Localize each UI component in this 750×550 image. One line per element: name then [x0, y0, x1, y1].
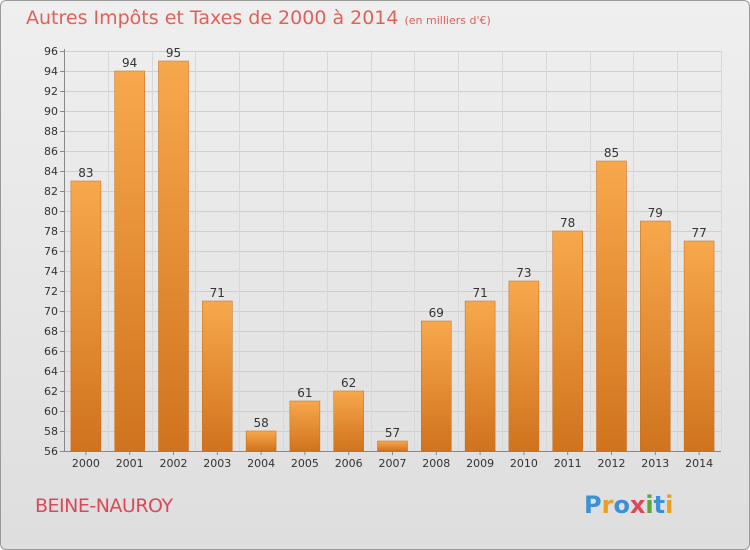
proxiti-logo: Proxiti — [584, 491, 673, 519]
x-tick-label: 2004 — [247, 457, 275, 470]
bar-value-label: 79 — [648, 206, 663, 220]
axes — [60, 49, 721, 455]
y-tick-label: 86 — [44, 145, 58, 158]
bar — [70, 180, 102, 452]
bar — [245, 430, 277, 452]
bar-value-label: 78 — [560, 216, 575, 230]
bar-value-label: 62 — [341, 376, 356, 390]
y-tick-label: 84 — [44, 165, 58, 178]
logo-letter: x — [629, 491, 646, 519]
bar — [377, 440, 408, 452]
x-tick-label: 2007 — [379, 457, 407, 470]
chart-title: Autres Impôts et Taxes de 2000 à 2014 (en… — [26, 7, 491, 29]
x-tick-label: 2002 — [160, 457, 188, 470]
bar-value-label: 77 — [691, 226, 706, 240]
bar — [640, 220, 671, 452]
x-tick-label: 2012 — [598, 457, 626, 470]
y-tick-labels: 56 58 60 62 64 66 68 70 72 74 76 78 80 82 84 86 88 90 92 94… — [44, 45, 58, 458]
y-tick-label: 66 — [44, 345, 58, 358]
bar-value-label: 95 — [166, 46, 181, 60]
logo-letter: P — [584, 491, 602, 519]
x-tick-labels: 2000 2001 2002 2003 2004 2005 2006 2007 2008 2009… — [72, 457, 713, 470]
y-tick-label: 90 — [44, 105, 58, 118]
chart-title-text: Autres Impôts et Taxes de 2000 à 2014 — [26, 7, 399, 29]
bar — [596, 160, 627, 452]
y-tick-label: 72 — [44, 285, 58, 298]
bar-value-label: 71 — [210, 286, 225, 300]
y-tick-label: 64 — [44, 365, 58, 378]
logo-letter: t — [653, 491, 666, 519]
bar-value-label: 73 — [516, 266, 531, 280]
bar — [289, 400, 321, 452]
y-tick-label: 56 — [44, 445, 58, 458]
y-tick-label: 82 — [44, 185, 58, 198]
y-tick-label: 94 — [44, 65, 58, 78]
x-tick-label: 2014 — [685, 457, 713, 470]
bar-value-label: 85 — [604, 146, 619, 160]
bar — [333, 390, 364, 452]
chart-unit: (en milliers d'€) — [404, 14, 491, 27]
x-tick-label: 2011 — [554, 457, 582, 470]
commune-name: BEINE-NAUROY — [35, 495, 173, 517]
y-tick-label: 76 — [44, 245, 58, 258]
bar — [683, 240, 715, 452]
bar-value-label: 83 — [78, 166, 93, 180]
x-tick-label: 2005 — [291, 457, 319, 470]
y-tick-label: 78 — [44, 225, 58, 238]
bar — [464, 300, 496, 452]
y-tick-label: 60 — [44, 405, 58, 418]
x-tick-label: 2000 — [72, 457, 100, 470]
y-tick-label: 92 — [44, 85, 58, 98]
x-tick-label: 2001 — [116, 457, 144, 470]
y-tick-label: 74 — [44, 265, 58, 278]
bar-value-label: 57 — [385, 426, 400, 440]
y-tick-label: 58 — [44, 425, 58, 438]
bar-value-label: 94 — [122, 56, 137, 70]
bar — [114, 70, 145, 452]
bar-value-label: 69 — [429, 306, 444, 320]
y-tick-label: 80 — [44, 205, 58, 218]
x-tick-label: 2009 — [466, 457, 494, 470]
logo-letter: i — [665, 491, 674, 519]
logo-letter: i — [645, 491, 654, 519]
y-tick-label: 70 — [44, 305, 58, 318]
x-tick-label: 2013 — [641, 457, 669, 470]
bar — [202, 300, 233, 452]
bar-value-label: 58 — [253, 416, 268, 430]
logo-letter: o — [613, 491, 630, 519]
x-tick-label: 2006 — [335, 457, 363, 470]
y-tick-label: 68 — [44, 325, 58, 338]
bars: 83 94 95 71 58 61 62 57 69 71 73 78 85 79 77 — [70, 46, 715, 452]
logo-letter: r — [601, 491, 614, 519]
x-tick-label: 2003 — [203, 457, 231, 470]
bar — [421, 320, 452, 452]
y-tick-label: 96 — [44, 45, 58, 58]
x-tick-label: 2008 — [422, 457, 450, 470]
bar — [158, 60, 189, 452]
y-tick-label: 88 — [44, 125, 58, 138]
y-tick-label: 62 — [44, 385, 58, 398]
bar — [508, 280, 540, 452]
bar-value-label: 71 — [472, 286, 487, 300]
bar — [552, 230, 583, 452]
bar-value-label: 61 — [297, 386, 312, 400]
x-tick-label: 2010 — [510, 457, 538, 470]
